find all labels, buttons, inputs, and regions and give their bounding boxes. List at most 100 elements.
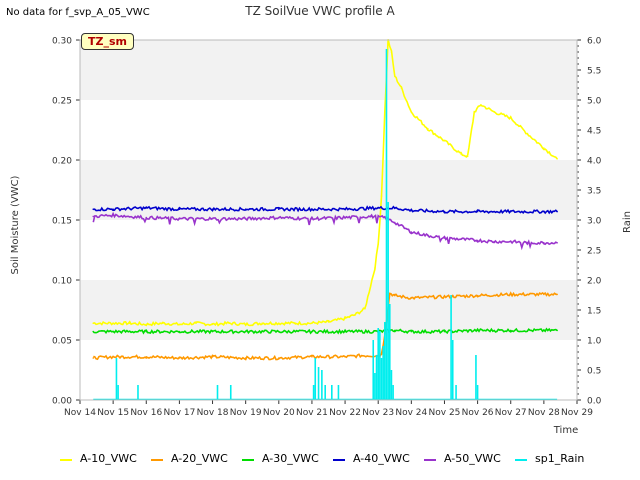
data-point [410, 209, 413, 212]
data-point [393, 329, 396, 332]
data-point [311, 218, 313, 220]
x-tick-label: Nov 24 [395, 408, 427, 418]
y2-tick-label: 4.5 [587, 127, 601, 137]
y-tick-label: 0.15 [52, 217, 72, 227]
data-point [244, 218, 247, 220]
data-point [390, 51, 393, 53]
plot-background-bands [80, 40, 577, 340]
data-point [162, 322, 164, 325]
data-point [509, 117, 512, 119]
data-point [476, 239, 479, 242]
data-point [244, 357, 247, 359]
series-line [93, 39, 558, 327]
legend-label-a40: A-40_VWC [353, 452, 410, 465]
data-point [178, 208, 181, 210]
series-line [93, 327, 558, 335]
y2-tick-label: 3.0 [587, 217, 602, 227]
y2-tick-label: 2.5 [587, 247, 601, 257]
series-line [93, 205, 558, 215]
series-a-40-vwc [92, 205, 558, 215]
y2-tick-label: 1.5 [587, 307, 601, 317]
y-axis-label: Soil Moisture (VWC) [10, 175, 21, 274]
data-point [211, 323, 214, 326]
data-point [509, 240, 512, 243]
data-point [384, 111, 386, 113]
series-a-20-vwc [92, 291, 558, 361]
data-point [92, 357, 95, 359]
data-point [443, 296, 446, 298]
data-point [112, 208, 114, 210]
data-point [466, 155, 469, 158]
data-point [393, 207, 396, 209]
data-point [92, 330, 95, 333]
x-tick-label: Nov 22 [329, 408, 361, 418]
x-tick-label: Nov 16 [130, 408, 162, 418]
data-point [311, 208, 313, 210]
data-point [195, 322, 197, 325]
data-point [443, 330, 446, 333]
x-tick-label: Nov 21 [296, 408, 328, 418]
data-point [278, 357, 280, 359]
y2-tick-label: 4.0 [587, 157, 602, 167]
series-line [92, 211, 558, 251]
data-point [480, 104, 482, 106]
data-point [327, 321, 330, 323]
data-point [244, 330, 247, 333]
data-point [145, 323, 148, 326]
data-point [211, 330, 214, 333]
data-point [311, 322, 313, 325]
legend-label-a20: A-20_VWC [171, 452, 228, 465]
x-tick-label: Nov 19 [230, 408, 262, 418]
data-point [244, 208, 247, 210]
data-point [543, 147, 545, 149]
data-point [526, 242, 529, 244]
y2-tick-label: 0.0 [587, 397, 602, 407]
series-a-30-vwc [92, 327, 558, 335]
data-point [443, 140, 446, 142]
y-axis-ticks: 0.00 0.05 0.10 0.15 0.20 0.25 0.30 [52, 37, 80, 407]
x-tick-label: Nov 18 [197, 408, 229, 418]
data-point [374, 267, 376, 269]
chart-title: TZ SoilVue VWC profile A [245, 4, 395, 18]
x-tick-label: Nov 28 [528, 408, 560, 418]
data-point [384, 216, 386, 219]
legend-swatch-a20 [151, 459, 163, 461]
data-point [427, 234, 429, 237]
data-point [344, 317, 346, 320]
data-point [509, 329, 512, 332]
x-tick-label: Nov 14 [64, 408, 96, 418]
data-point [410, 297, 413, 299]
x-tick-label: Nov 25 [429, 408, 461, 418]
data-point [360, 354, 363, 357]
y2-tick-label: 3.5 [587, 187, 601, 197]
data-point [473, 111, 476, 113]
data-point [393, 75, 396, 77]
data-point [543, 242, 545, 244]
data-point [278, 208, 280, 210]
data-point [244, 323, 247, 326]
data-point [112, 322, 114, 325]
y2-tick-label: 5.5 [587, 67, 601, 77]
data-point [344, 356, 346, 358]
data-point [377, 207, 380, 209]
x-axis-ticks: Nov 14 Nov 15 Nov 16 Nov 17 Nov 18 Nov 19 Nov … [64, 400, 593, 418]
y2-tick-label: 5.0 [587, 97, 602, 107]
legend-swatch-rain [515, 459, 527, 461]
data-point [278, 322, 280, 325]
data-point [543, 329, 545, 332]
x-tick-label: Nov 15 [97, 408, 129, 418]
data-point [509, 293, 512, 296]
x-tick-label: Nov 27 [495, 408, 527, 418]
data-point [410, 231, 413, 233]
data-point [476, 294, 479, 297]
data-point [178, 357, 181, 359]
y-tick-label: 0.30 [52, 37, 72, 47]
data-point [228, 322, 230, 325]
data-point [393, 294, 396, 297]
data-point [476, 210, 479, 213]
y-tick-label: 0.05 [52, 337, 72, 347]
data-point [211, 218, 214, 220]
series-a-10-vwc [92, 39, 558, 327]
x-tick-label: Nov 20 [263, 408, 295, 418]
data-point [344, 330, 346, 333]
